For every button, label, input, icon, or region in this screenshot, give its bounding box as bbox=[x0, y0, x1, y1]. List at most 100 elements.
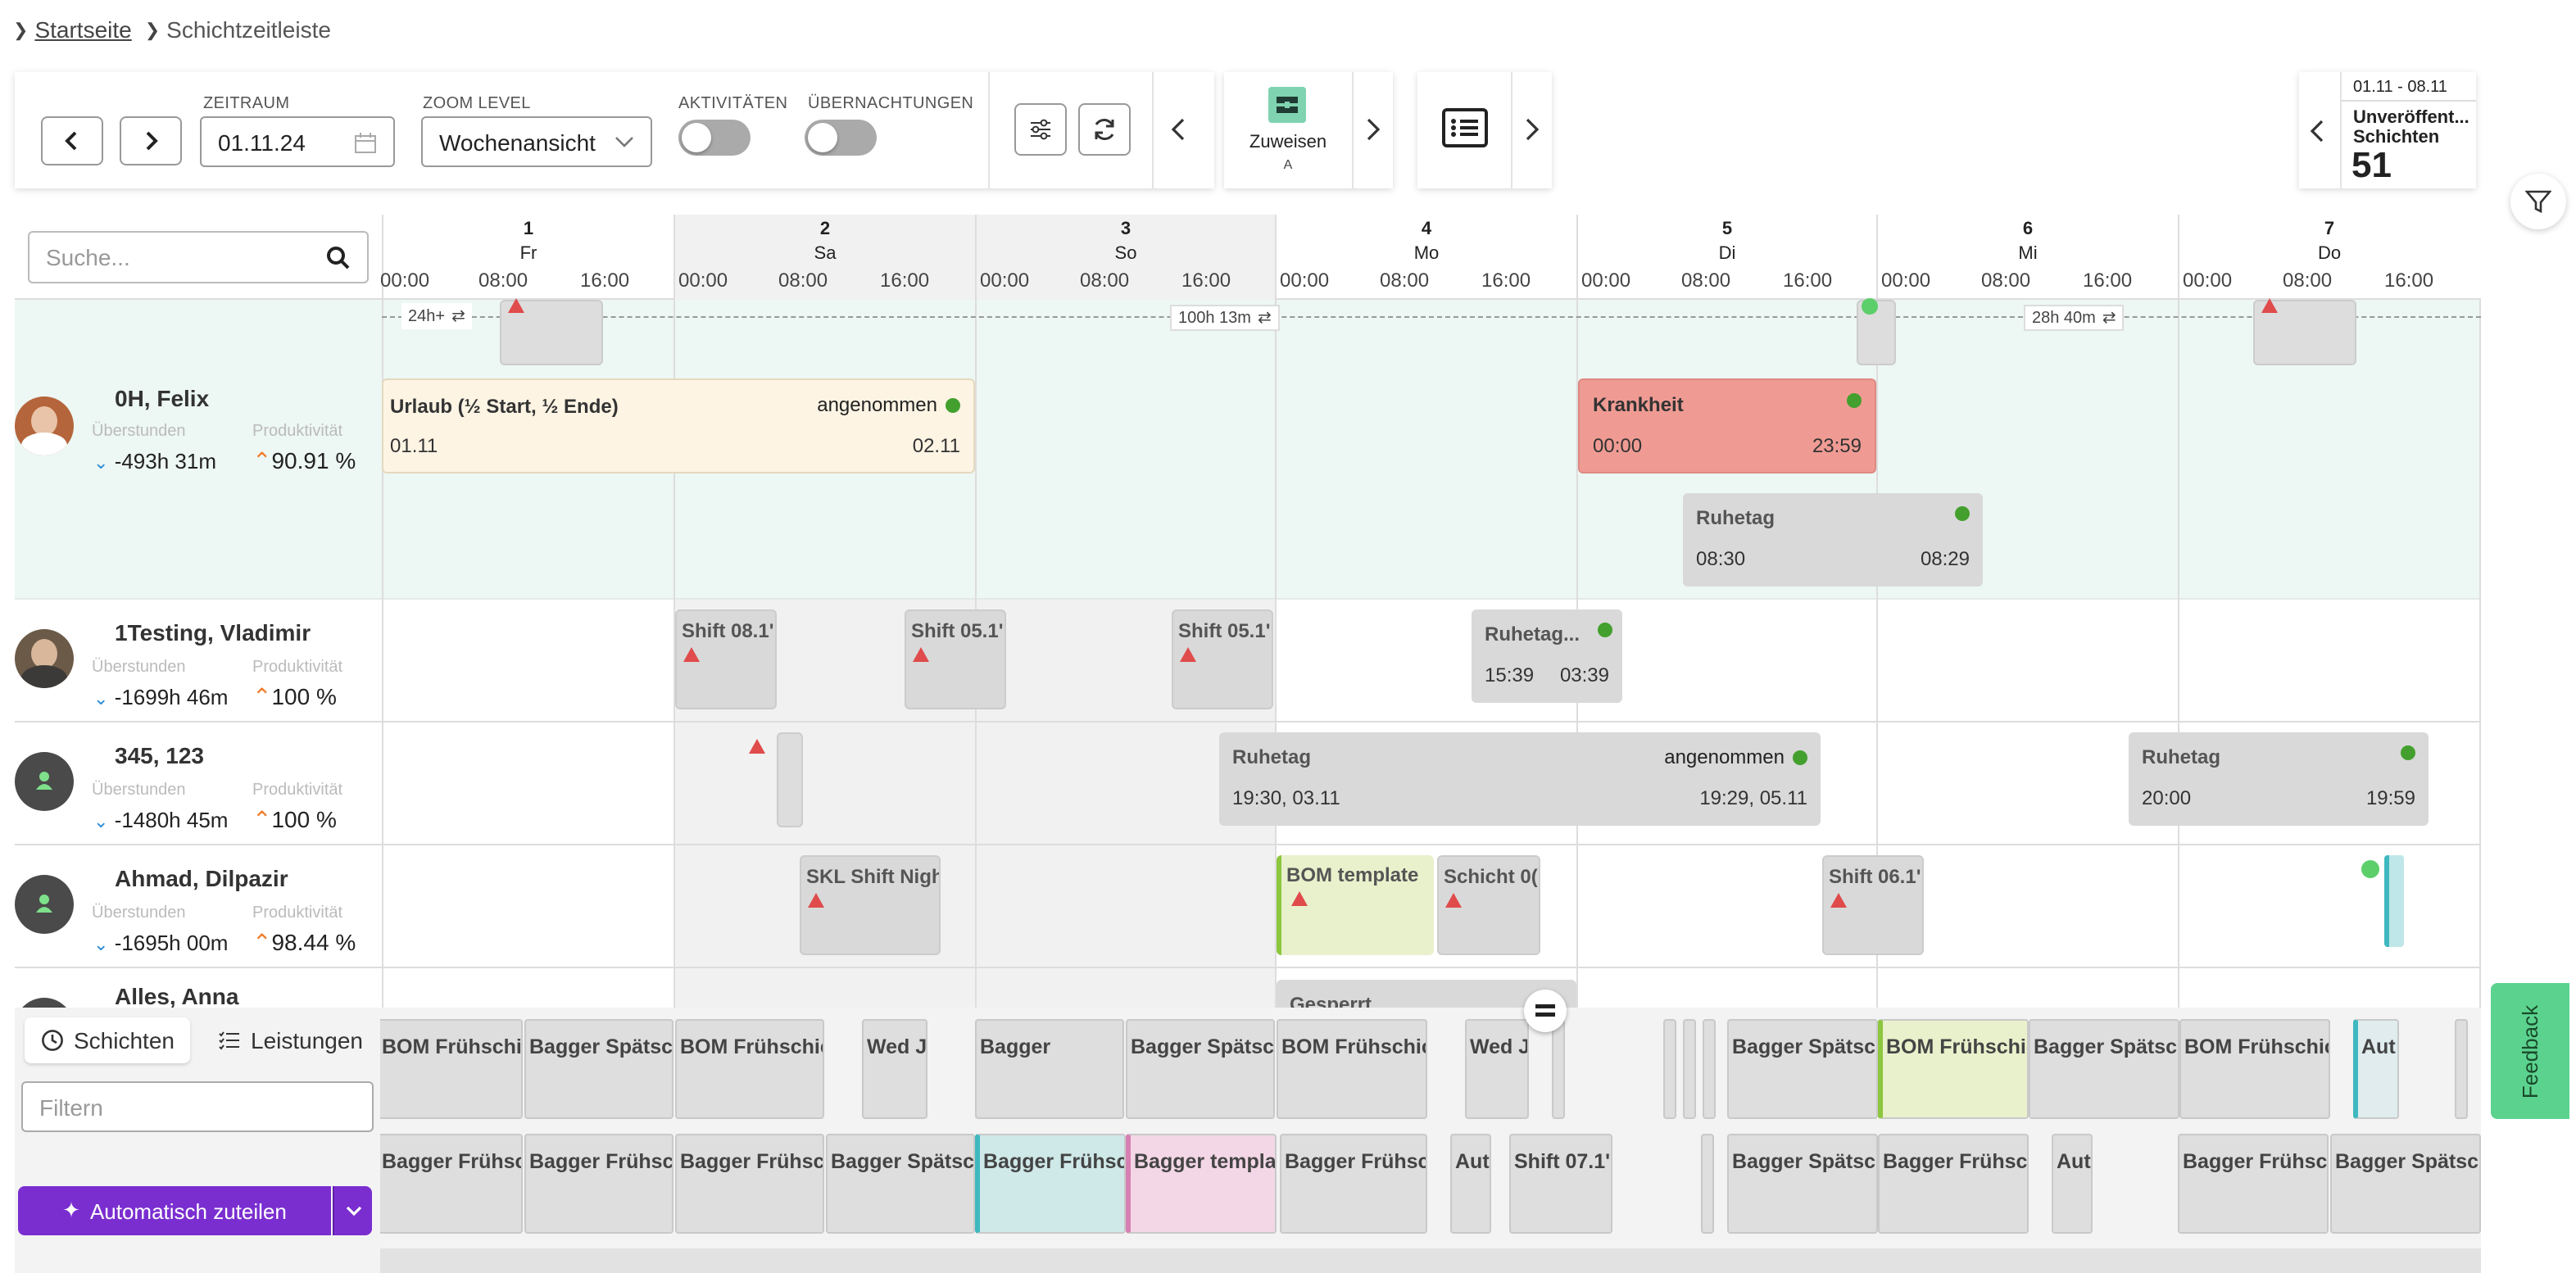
filter-input[interactable]: Filtern bbox=[21, 1081, 374, 1132]
productivity-label: Produktivität bbox=[252, 423, 343, 441]
open-shift-tile[interactable]: Shift 07.1' bbox=[1509, 1134, 1612, 1234]
shift-block[interactable]: Shift 05.1' bbox=[905, 609, 1006, 709]
open-shift-tile[interactable]: Aut bbox=[2353, 1019, 2399, 1119]
open-shift-tile[interactable] bbox=[1552, 1019, 1565, 1119]
breadcrumb: ❯ Startseite ❯ Schichtzeitleiste bbox=[13, 16, 331, 43]
employee-name: 0H, Felix bbox=[115, 385, 210, 411]
assign-button[interactable] bbox=[1268, 87, 1306, 123]
list-view-button[interactable] bbox=[1442, 108, 1488, 152]
employee-cell[interactable]: 1Testing, Vladimir Überstunden Produktiv… bbox=[15, 600, 382, 723]
shift-block[interactable]: BOM template bbox=[1277, 855, 1434, 955]
toolbar: ZEITRAUM 01.11.24 ZOOM LEVEL Wochenansic… bbox=[15, 72, 1214, 188]
refresh-button[interactable] bbox=[1078, 103, 1131, 156]
open-shift-tile[interactable]: Bagger Frühsch bbox=[2178, 1134, 2329, 1234]
open-shift-tile[interactable]: Bagger Spätsch bbox=[1126, 1019, 1275, 1119]
search-input[interactable]: Suche... bbox=[28, 231, 369, 283]
absence-block[interactable]: Urlaub (½ Start, ½ Ende) angenommen 01.1… bbox=[382, 378, 975, 473]
shift-block[interactable]: SKL Shift Nigh bbox=[800, 855, 941, 955]
open-shift-tile[interactable]: Wed J bbox=[862, 1019, 927, 1119]
open-shift-tile[interactable]: Wed J bbox=[1465, 1019, 1529, 1119]
aktivitaeten-toggle[interactable] bbox=[678, 120, 751, 156]
tab-services[interactable]: Leistungen bbox=[202, 1017, 379, 1063]
open-shift-tile[interactable]: Bagger Spätsch bbox=[1727, 1134, 1878, 1234]
open-shift-tile[interactable] bbox=[1701, 1134, 1714, 1234]
open-shift-tile[interactable]: BOM Frühschic bbox=[2179, 1019, 2330, 1119]
settings-sliders-button[interactable] bbox=[1014, 103, 1067, 156]
status-dot bbox=[946, 397, 960, 412]
rest-day-block[interactable]: Ruhetag 08:30 08:29 bbox=[1683, 493, 1983, 587]
toolbar-scroll-left-button[interactable] bbox=[1168, 116, 1191, 143]
feedback-button[interactable]: Feedback bbox=[2491, 983, 2569, 1119]
assign-label: Zuweisen bbox=[1249, 133, 1327, 152]
rest-day-block[interactable]: Ruhetag 20:00 19:59 bbox=[2129, 732, 2429, 826]
list-next-button[interactable] bbox=[1522, 116, 1542, 147]
blocked-block[interactable]: Gesperrt bbox=[1277, 980, 1576, 1013]
open-shift-tile[interactable]: Bagger templat bbox=[1126, 1134, 1277, 1234]
open-shift-tile[interactable] bbox=[1703, 1019, 1716, 1119]
summary-prev-button[interactable] bbox=[2307, 118, 2327, 149]
refresh-icon bbox=[1095, 119, 1114, 140]
auto-assign-button[interactable]: ✦ Automatisch zuteilen bbox=[18, 1186, 331, 1235]
assign-next-button[interactable] bbox=[1363, 116, 1383, 147]
zeitraum-label: ZEITRAUM bbox=[203, 95, 290, 113]
open-shift-tile[interactable] bbox=[1663, 1019, 1676, 1119]
open-shift-tile[interactable]: Bagger Spätsch bbox=[826, 1134, 975, 1234]
open-shift-tile[interactable]: Bagger Spätsch bbox=[2029, 1019, 2179, 1119]
activity-stub[interactable] bbox=[777, 732, 803, 827]
open-shift-tile[interactable]: Bagger Spätsch bbox=[2330, 1134, 2481, 1234]
rest-day-block[interactable]: Ruhetag angenommen 19:30, 03.11 19:29, 0… bbox=[1219, 732, 1821, 826]
employee-cell[interactable]: 0H, Felix Überstunden Produktivität ⌄ -4… bbox=[15, 300, 382, 600]
rest-duration-label: 24h+ ⇄ bbox=[401, 303, 472, 329]
open-shift-tile[interactable]: Bagger Spätsch bbox=[524, 1019, 673, 1119]
date-input[interactable]: 01.11.24 bbox=[200, 116, 395, 167]
open-shift-tile[interactable]: Bagger Frühsch bbox=[675, 1134, 824, 1234]
summary-label1: Unveröffent... bbox=[2353, 108, 2469, 128]
employee-cell[interactable]: Ahmad, Dilpazir Überstunden Produktivitä… bbox=[15, 845, 382, 968]
shift-block[interactable]: Shift 05.1' bbox=[1172, 609, 1273, 709]
summary-count: 51 bbox=[2352, 144, 2392, 185]
open-shift-tile[interactable] bbox=[1683, 1019, 1696, 1119]
open-shift-tile[interactable]: Aut bbox=[1450, 1134, 1491, 1234]
zoom-select[interactable]: Wochenansicht bbox=[421, 116, 652, 167]
employee-cell[interactable]: 345, 123 Überstunden Produktivität ⌄ -14… bbox=[15, 723, 382, 845]
open-shift-tile[interactable]: BOM Frühschic bbox=[675, 1019, 824, 1119]
open-shift-tile[interactable]: Bagger Frühsch bbox=[975, 1134, 1126, 1234]
uebernachtungen-toggle[interactable] bbox=[805, 120, 877, 156]
warning-icon bbox=[749, 739, 765, 754]
rest-duration-label: 100h 13m ⇄ bbox=[1170, 305, 1280, 331]
open-shift-tile[interactable]: Bagger bbox=[975, 1019, 1124, 1119]
open-shift-tile[interactable]: Aut bbox=[2052, 1134, 2093, 1234]
productivity-label: Produktivität bbox=[252, 659, 343, 677]
shift-block[interactable] bbox=[2384, 855, 2404, 947]
auto-assign-dropdown[interactable] bbox=[333, 1186, 372, 1235]
employee-name: Ahmad, Dilpazir bbox=[115, 865, 288, 891]
open-shift-tile[interactable]: Bagger Frühsch bbox=[380, 1134, 523, 1234]
summary-label2: Schichten bbox=[2353, 128, 2440, 147]
shift-block[interactable]: Shift 08.1' bbox=[675, 609, 777, 709]
filter-button[interactable] bbox=[2510, 174, 2566, 229]
open-shift-tile[interactable]: Bagger Frühsch bbox=[1280, 1134, 1427, 1234]
open-shift-tile[interactable]: Bagger Frühsch bbox=[1878, 1134, 2029, 1234]
open-shift-tile[interactable]: Bagger Frühsch bbox=[524, 1134, 673, 1234]
day-column-header: 5 Di 00:00 08:00 16:00 bbox=[1576, 215, 1876, 300]
shift-block[interactable]: Schicht 0( bbox=[1437, 855, 1540, 955]
previous-period-button[interactable] bbox=[41, 116, 103, 165]
employee-row bbox=[15, 600, 2481, 723]
open-shift-tile[interactable]: BOM Frühschic bbox=[380, 1019, 523, 1119]
chevrons-up-icon: ⌃ bbox=[252, 447, 272, 473]
shift-block[interactable]: Shift 06.1' bbox=[1822, 855, 1924, 955]
breadcrumb-home-link[interactable]: Startseite bbox=[34, 16, 132, 43]
tab-shifts[interactable]: Schichten bbox=[25, 1017, 191, 1063]
assign-sub: A bbox=[1283, 157, 1293, 172]
open-shift-tile[interactable] bbox=[2455, 1019, 2468, 1119]
next-period-button[interactable] bbox=[120, 116, 182, 165]
open-shift-tile[interactable]: Bagger Spätsch bbox=[1727, 1019, 1878, 1119]
open-shift-tile[interactable]: BOM Frühschic bbox=[1277, 1019, 1427, 1119]
sickness-block[interactable]: Krankheit 00:00 23:59 bbox=[1578, 378, 1876, 473]
resize-handle[interactable] bbox=[1524, 990, 1567, 1032]
rest-day-block[interactable]: Ruhetag... 15:39 03:39 bbox=[1472, 609, 1622, 703]
open-shift-tile[interactable]: BOM Frühschic bbox=[1878, 1019, 2029, 1119]
swap-icon: ⇄ bbox=[2102, 309, 2116, 327]
chevron-down-icon bbox=[345, 1206, 361, 1216]
